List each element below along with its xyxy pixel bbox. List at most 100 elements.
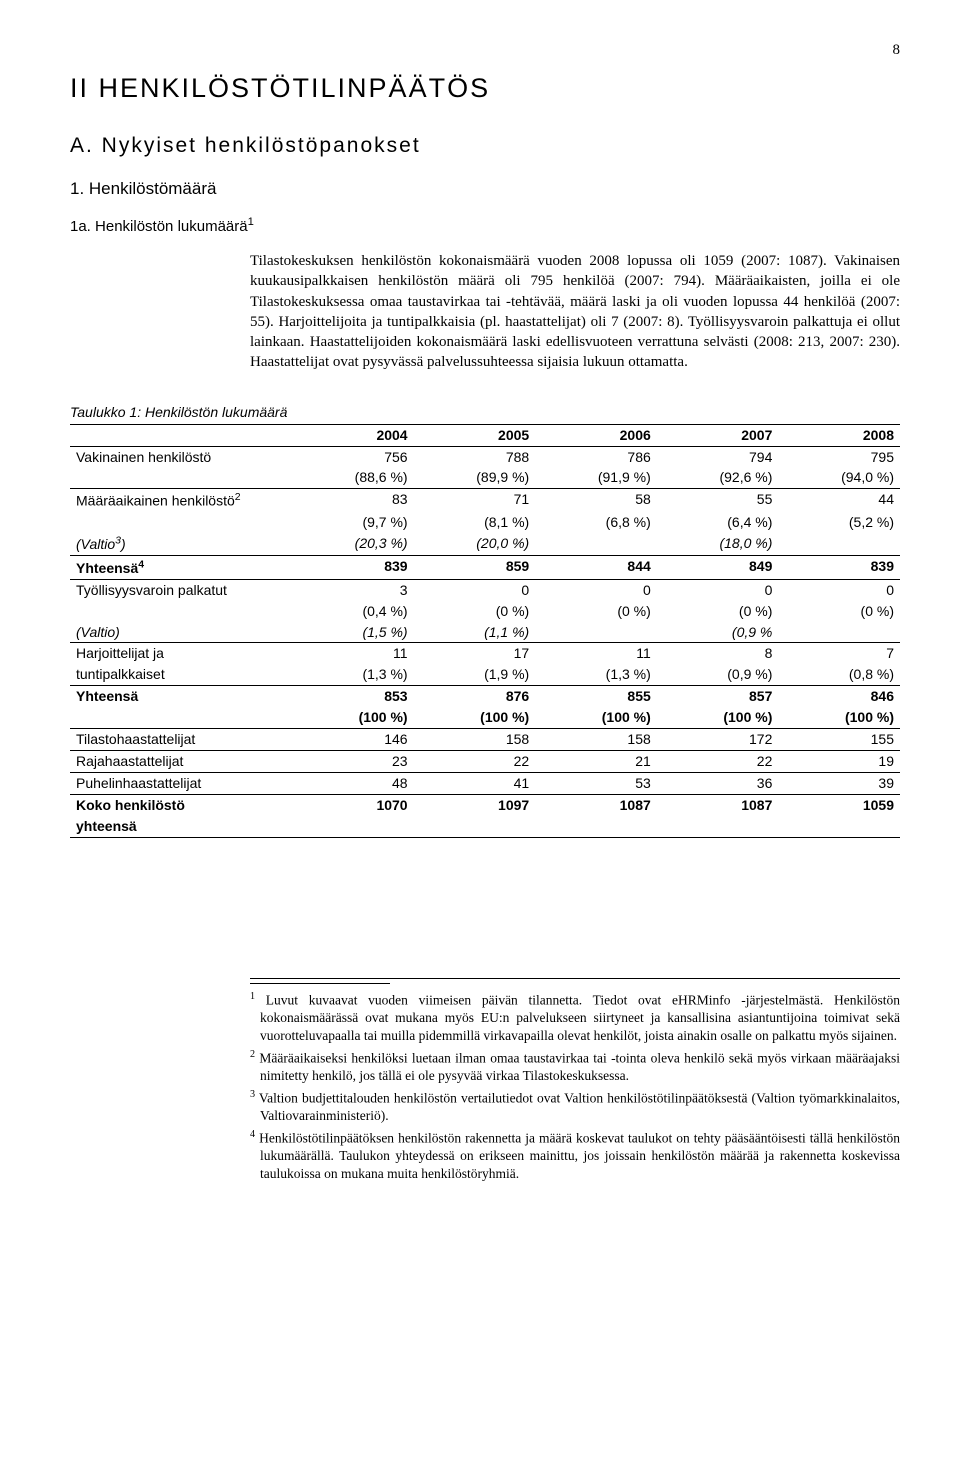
cell: 41 <box>414 772 536 794</box>
cell: 155 <box>778 729 900 751</box>
table-row: Rajahaastattelijat2322212219 <box>70 750 900 772</box>
cell: 83 <box>292 489 414 512</box>
cell: 855 <box>535 686 657 707</box>
table-row: yhteensä <box>70 816 900 837</box>
row-label: Yhteensä4 <box>70 556 292 580</box>
footnote-ref-1: 1 <box>248 216 254 228</box>
cell: 146 <box>292 729 414 751</box>
cell: 53 <box>535 772 657 794</box>
cell: (0,8 %) <box>778 664 900 685</box>
page-title: II HENKILÖSTÖTILINPÄÄTÖS <box>70 70 900 106</box>
cell: 21 <box>535 750 657 772</box>
cell: (1,1 %) <box>414 622 536 643</box>
footnote-4: 4 Henkilöstötilinpäätöksen henkilöstön r… <box>250 1128 900 1184</box>
header-year: 2005 <box>414 424 536 446</box>
table-row: Yhteensä853876855857846 <box>70 686 900 707</box>
cell: 48 <box>292 772 414 794</box>
cell: (100 %) <box>657 707 779 728</box>
cell: (1,9 %) <box>414 664 536 685</box>
cell: 36 <box>657 772 779 794</box>
cell <box>292 816 414 837</box>
cell: 58 <box>535 489 657 512</box>
cell: 158 <box>414 729 536 751</box>
cell: (6,4 %) <box>657 512 779 533</box>
cell: 1087 <box>657 794 779 815</box>
table-row: Koko henkilöstö10701097108710871059 <box>70 794 900 815</box>
header-year: 2008 <box>778 424 900 446</box>
row-label: tuntipalkkaiset <box>70 664 292 685</box>
cell: 11 <box>535 643 657 664</box>
header-year: 2007 <box>657 424 779 446</box>
table-row: (88,6 %)(89,9 %)(91,9 %)(92,6 %)(94,0 %) <box>70 467 900 488</box>
table-row: (Valtio3)(20,3 %)(20,0 %)(18,0 %) <box>70 533 900 556</box>
cell: (1,5 %) <box>292 622 414 643</box>
cell: 859 <box>414 556 536 580</box>
cell: 7 <box>778 643 900 664</box>
cell: 23 <box>292 750 414 772</box>
cell <box>535 533 657 556</box>
cell: 839 <box>292 556 414 580</box>
cell: 1059 <box>778 794 900 815</box>
row-label <box>70 707 292 728</box>
table-row: Työllisyysvaroin palkatut30000 <box>70 579 900 600</box>
cell: (20,0 %) <box>414 533 536 556</box>
cell: 0 <box>414 579 536 600</box>
cell: 756 <box>292 446 414 467</box>
body-paragraph: Tilastokeskuksen henkilöstön kokonaismää… <box>250 251 900 373</box>
table-row: Vakinainen henkilöstö756788786794795 <box>70 446 900 467</box>
cell: 172 <box>657 729 779 751</box>
cell <box>535 816 657 837</box>
cell: 39 <box>778 772 900 794</box>
cell: 19 <box>778 750 900 772</box>
cell <box>414 816 536 837</box>
cell: (1,3 %) <box>535 664 657 685</box>
cell <box>778 816 900 837</box>
cell: (0,9 % <box>657 622 779 643</box>
personnel-table: 2004 2005 2006 2007 2008 Vakinainen henk… <box>70 424 900 838</box>
cell: (0 %) <box>778 601 900 622</box>
cell: (8,1 %) <box>414 512 536 533</box>
cell: (100 %) <box>535 707 657 728</box>
table-row: tuntipalkkaiset(1,3 %)(1,9 %)(1,3 %)(0,9… <box>70 664 900 685</box>
cell: (100 %) <box>778 707 900 728</box>
cell: 839 <box>778 556 900 580</box>
cell: (94,0 %) <box>778 467 900 488</box>
cell: 795 <box>778 446 900 467</box>
row-label: yhteensä <box>70 816 292 837</box>
cell: 876 <box>414 686 536 707</box>
cell: (5,2 %) <box>778 512 900 533</box>
cell: 0 <box>535 579 657 600</box>
table-row: (100 %)(100 %)(100 %)(100 %)(100 %) <box>70 707 900 728</box>
cell: (0 %) <box>657 601 779 622</box>
cell <box>778 622 900 643</box>
table-row: Harjoittelijat ja11171187 <box>70 643 900 664</box>
cell: (100 %) <box>292 707 414 728</box>
cell: (100 %) <box>414 707 536 728</box>
page-number: 8 <box>70 40 900 60</box>
cell: 846 <box>778 686 900 707</box>
table-header-row: 2004 2005 2006 2007 2008 <box>70 424 900 446</box>
subsubsection-label: 1a. Henkilöstön lukumäärä <box>70 218 248 235</box>
cell: 71 <box>414 489 536 512</box>
cell: 857 <box>657 686 779 707</box>
row-label: (Valtio3) <box>70 533 292 556</box>
cell <box>535 622 657 643</box>
row-label: Tilastohaastattelijat <box>70 729 292 751</box>
cell: (92,6 %) <box>657 467 779 488</box>
cell: 44 <box>778 489 900 512</box>
subsection-1-heading: 1. Henkilöstömäärä <box>70 178 900 201</box>
section-a-heading: A. Nykyiset henkilöstöpanokset <box>70 132 900 160</box>
cell: 1087 <box>535 794 657 815</box>
cell: 794 <box>657 446 779 467</box>
cell: 22 <box>657 750 779 772</box>
cell: 8 <box>657 643 779 664</box>
table-caption: Taulukko 1: Henkilöstön lukumäärä <box>70 403 900 422</box>
row-label: Työllisyysvaroin palkatut <box>70 579 292 600</box>
cell: 3 <box>292 579 414 600</box>
cell: (0 %) <box>535 601 657 622</box>
cell: (91,9 %) <box>535 467 657 488</box>
cell: (1,3 %) <box>292 664 414 685</box>
footnote-2: 2 Määräaikaiseksi henkilöksi luetaan ilm… <box>250 1048 900 1086</box>
row-label: Koko henkilöstö <box>70 794 292 815</box>
table-row: Puhelinhaastattelijat4841533639 <box>70 772 900 794</box>
